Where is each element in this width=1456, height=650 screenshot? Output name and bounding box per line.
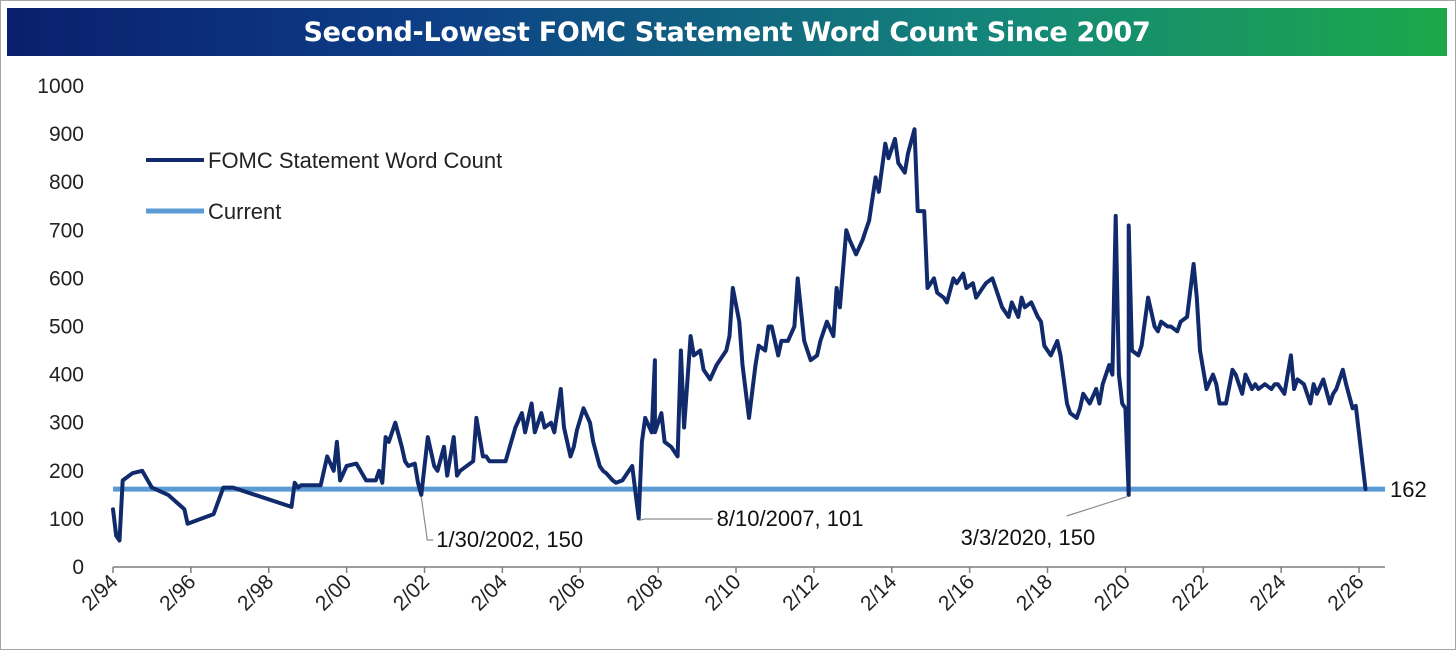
x-tick-label: 2/14 bbox=[856, 570, 901, 615]
y-tick-label: 500 bbox=[49, 316, 84, 339]
x-tick-label: 2/16 bbox=[934, 570, 979, 615]
x-tick-label: 2/10 bbox=[700, 570, 745, 615]
end-value-label: 162 bbox=[1390, 477, 1427, 502]
y-tick-label: 0 bbox=[72, 556, 84, 579]
legend: FOMC Statement Word Count Current bbox=[146, 148, 502, 224]
y-tick-label: 700 bbox=[49, 219, 84, 242]
chart-title: Second-Lowest FOMC Statement Word Count … bbox=[303, 16, 1151, 48]
x-tick-label: 2/96 bbox=[155, 570, 200, 615]
annotation-leader bbox=[420, 496, 434, 541]
y-tick-label: 400 bbox=[49, 364, 84, 387]
x-axis: 2/94 2/96 2/98 2/00 2/02 2/04 2/06 2/08 2/10 2/12… bbox=[77, 566, 1385, 615]
y-tick-label: 100 bbox=[49, 508, 84, 531]
y-tick-label: 300 bbox=[49, 412, 84, 435]
x-tick-label: 2/06 bbox=[545, 570, 590, 615]
x-tick-label: 2/26 bbox=[1323, 570, 1368, 615]
y-tick-label: 1000 bbox=[37, 75, 84, 98]
legend-label-word-count: FOMC Statement Word Count bbox=[208, 148, 502, 173]
annotation-leader bbox=[638, 518, 713, 522]
x-tick-label: 2/18 bbox=[1012, 570, 1057, 615]
title-banner: Second-Lowest FOMC Statement Word Count … bbox=[7, 8, 1447, 56]
annotation-leader bbox=[1066, 496, 1127, 517]
legend-label-current: Current bbox=[208, 199, 281, 224]
x-tick-label: 2/98 bbox=[233, 570, 278, 615]
x-tick-label: 2/94 bbox=[77, 570, 122, 615]
x-tick-label: 2/12 bbox=[778, 570, 823, 615]
x-tick-label: 2/08 bbox=[623, 570, 668, 615]
x-tick-label: 2/24 bbox=[1246, 570, 1291, 615]
word-count-series-line bbox=[111, 127, 1368, 543]
annotation-label: 3/3/2020, 150 bbox=[961, 525, 1096, 550]
y-tick-label: 800 bbox=[49, 171, 84, 194]
x-tick-label: 2/04 bbox=[467, 570, 512, 615]
x-tick-label: 2/00 bbox=[311, 570, 356, 615]
y-tick-label: 200 bbox=[49, 460, 84, 483]
annotations: 1/30/2002, 150 8/10/2007, 101 3/3/2020, 15… bbox=[420, 477, 1427, 552]
y-axis: 0 100 200 300 400 500 600 700 800 900 1000 bbox=[37, 75, 84, 579]
plot-area bbox=[111, 127, 1385, 543]
y-tick-label: 900 bbox=[49, 123, 84, 146]
x-tick-label: 2/22 bbox=[1168, 570, 1213, 615]
x-tick-label: 2/20 bbox=[1090, 570, 1135, 615]
y-tick-label: 600 bbox=[49, 267, 84, 290]
x-tick-label: 2/02 bbox=[389, 570, 434, 615]
annotation-label: 8/10/2007, 101 bbox=[717, 506, 864, 531]
annotation-label: 1/30/2002, 150 bbox=[436, 527, 583, 552]
